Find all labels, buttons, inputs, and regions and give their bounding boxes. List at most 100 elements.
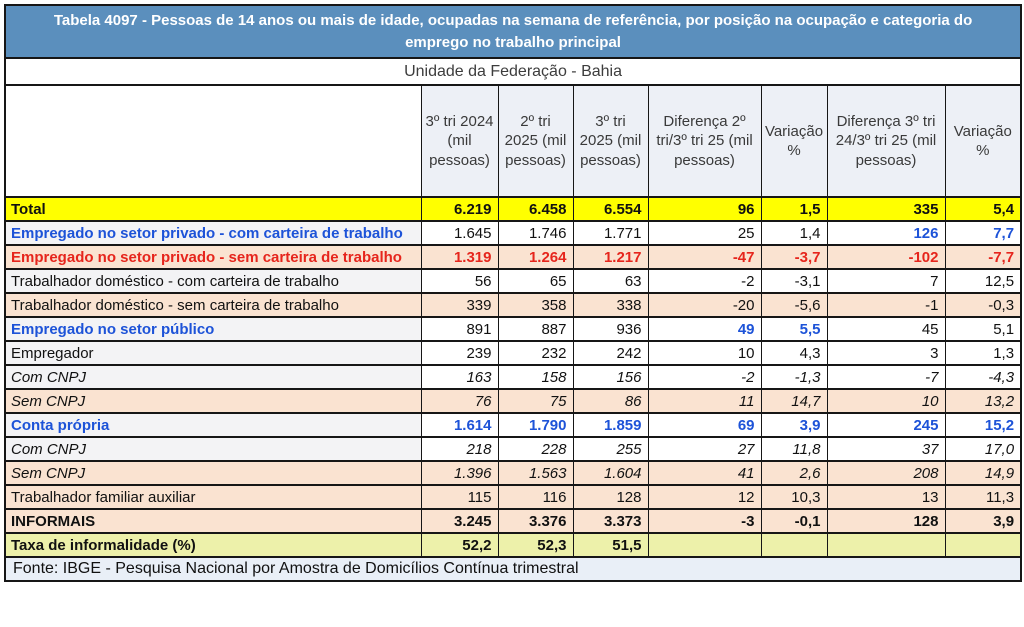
cell-value: 1.264 bbox=[497, 244, 574, 270]
table-row: Empregador 239 232 242 10 4,3 3 1,3 bbox=[4, 340, 1022, 366]
table-row: Com CNPJ 218 228 255 27 11,8 37 17,0 bbox=[4, 436, 1022, 462]
cell-value: 1.771 bbox=[572, 220, 649, 246]
cell-value: 7,7 bbox=[944, 220, 1022, 246]
cell-value: 3 bbox=[826, 340, 946, 366]
cell-value: 887 bbox=[497, 316, 574, 342]
cell-value: 1.396 bbox=[420, 460, 499, 486]
table-row: Empregado no setor privado - com carteir… bbox=[4, 220, 1022, 246]
cell-value: 5,4 bbox=[944, 196, 1022, 222]
cell-value: 6.554 bbox=[572, 196, 649, 222]
cell-value: -1,3 bbox=[760, 364, 828, 390]
cell-value: -20 bbox=[647, 292, 762, 318]
cell-value: 239 bbox=[420, 340, 499, 366]
cell-value: 228 bbox=[497, 436, 574, 462]
header-row: 3º tri 2024 (mil pessoas) 2º tri 2025 (m… bbox=[4, 84, 1022, 198]
cell-value: -7 bbox=[826, 364, 946, 390]
col-header-variacao-2: Variação % bbox=[944, 84, 1022, 198]
cell-value: 1.746 bbox=[497, 220, 574, 246]
cell-value bbox=[647, 532, 762, 558]
cell-value: 96 bbox=[647, 196, 762, 222]
subtitle-row: Unidade da Federação - Bahia bbox=[4, 57, 1022, 86]
cell-value: 128 bbox=[572, 484, 649, 510]
cell-value: 10 bbox=[647, 340, 762, 366]
cell-value: 37 bbox=[826, 436, 946, 462]
cell-value: -102 bbox=[826, 244, 946, 270]
cell-value: -0,1 bbox=[760, 508, 828, 534]
cell-value: 52,2 bbox=[420, 532, 499, 558]
table-row: Conta própria 1.614 1.790 1.859 69 3,9 245 15,2 bbox=[4, 412, 1022, 438]
row-label: Empregador bbox=[4, 340, 422, 366]
col-header-3tri2025: 3º tri 2025 (mil pessoas) bbox=[572, 84, 649, 198]
cell-value: 1.790 bbox=[497, 412, 574, 438]
cell-value: 339 bbox=[420, 292, 499, 318]
cell-value: 1,5 bbox=[760, 196, 828, 222]
row-label: Empregado no setor privado - sem carteir… bbox=[4, 244, 422, 270]
cell-value: 1.614 bbox=[420, 412, 499, 438]
cell-value: 7 bbox=[826, 268, 946, 294]
cell-value: 116 bbox=[497, 484, 574, 510]
table-row: Trabalhador doméstico - com carteira de … bbox=[4, 268, 1022, 294]
cell-value: 49 bbox=[647, 316, 762, 342]
cell-value: 335 bbox=[826, 196, 946, 222]
row-label: Com CNPJ bbox=[4, 364, 422, 390]
cell-value: -5,6 bbox=[760, 292, 828, 318]
cell-value: 3,9 bbox=[944, 508, 1022, 534]
cell-value: 1.217 bbox=[572, 244, 649, 270]
cell-value: -7,7 bbox=[944, 244, 1022, 270]
cell-value: 11 bbox=[647, 388, 762, 414]
cell-value: 1,4 bbox=[760, 220, 828, 246]
cell-value: 69 bbox=[647, 412, 762, 438]
cell-value: -3,7 bbox=[760, 244, 828, 270]
table-source: Fonte: IBGE - Pesquisa Nacional por Amos… bbox=[4, 556, 1022, 582]
cell-value: 232 bbox=[497, 340, 574, 366]
cell-value: 51,5 bbox=[572, 532, 649, 558]
cell-value: 13,2 bbox=[944, 388, 1022, 414]
cell-value: 245 bbox=[826, 412, 946, 438]
cell-value: 3.245 bbox=[420, 508, 499, 534]
col-header-diferenca-2tri-3tri: Diferença 2º tri/3º tri 25 (mil pessoas) bbox=[647, 84, 762, 198]
row-label: INFORMAIS bbox=[4, 508, 422, 534]
row-label: Trabalhador doméstico - sem carteira de … bbox=[4, 292, 422, 318]
source-row: Fonte: IBGE - Pesquisa Nacional por Amos… bbox=[4, 556, 1022, 582]
row-label: Com CNPJ bbox=[4, 436, 422, 462]
cell-value: -47 bbox=[647, 244, 762, 270]
row-label: Empregado no setor público bbox=[4, 316, 422, 342]
header-corner-cell bbox=[4, 84, 422, 198]
row-label: Total bbox=[4, 196, 422, 222]
cell-value bbox=[760, 532, 828, 558]
cell-value: 75 bbox=[497, 388, 574, 414]
col-header-2tri2025: 2º tri 2025 (mil pessoas) bbox=[497, 84, 574, 198]
cell-value: 3.373 bbox=[572, 508, 649, 534]
table-row: INFORMAIS 3.245 3.376 3.373 -3 -0,1 128 3,9 bbox=[4, 508, 1022, 534]
cell-value: -2 bbox=[647, 268, 762, 294]
cell-value: -4,3 bbox=[944, 364, 1022, 390]
cell-value: -1 bbox=[826, 292, 946, 318]
cell-value: 5,1 bbox=[944, 316, 1022, 342]
table-row: Trabalhador familiar auxiliar 115 116 128 12… bbox=[4, 484, 1022, 510]
cell-value: 17,0 bbox=[944, 436, 1022, 462]
row-label: Taxa de informalidade (%) bbox=[4, 532, 422, 558]
cell-value: 158 bbox=[497, 364, 574, 390]
row-label: Trabalhador doméstico - com carteira de … bbox=[4, 268, 422, 294]
cell-value: 65 bbox=[497, 268, 574, 294]
table-row: Sem CNPJ 1.396 1.563 1.604 41 2,6 208 14,9 bbox=[4, 460, 1022, 486]
cell-value: 1.319 bbox=[420, 244, 499, 270]
cell-value: 56 bbox=[420, 268, 499, 294]
cell-value: 3,9 bbox=[760, 412, 828, 438]
cell-value: -3 bbox=[647, 508, 762, 534]
page: Tabela 4097 - Pessoas de 14 anos ou mais… bbox=[4, 4, 1023, 582]
row-label: Conta própria bbox=[4, 412, 422, 438]
cell-value: 13 bbox=[826, 484, 946, 510]
table-title: Tabela 4097 - Pessoas de 14 anos ou mais… bbox=[4, 4, 1022, 59]
cell-value: 10,3 bbox=[760, 484, 828, 510]
cell-value: 156 bbox=[572, 364, 649, 390]
cell-value: 208 bbox=[826, 460, 946, 486]
cell-value: 11,8 bbox=[760, 436, 828, 462]
row-label: Empregado no setor privado - com carteir… bbox=[4, 220, 422, 246]
cell-value: 218 bbox=[420, 436, 499, 462]
cell-value: 6.458 bbox=[497, 196, 574, 222]
cell-value: 242 bbox=[572, 340, 649, 366]
cell-value: 63 bbox=[572, 268, 649, 294]
cell-value: 12 bbox=[647, 484, 762, 510]
cell-value: 128 bbox=[826, 508, 946, 534]
